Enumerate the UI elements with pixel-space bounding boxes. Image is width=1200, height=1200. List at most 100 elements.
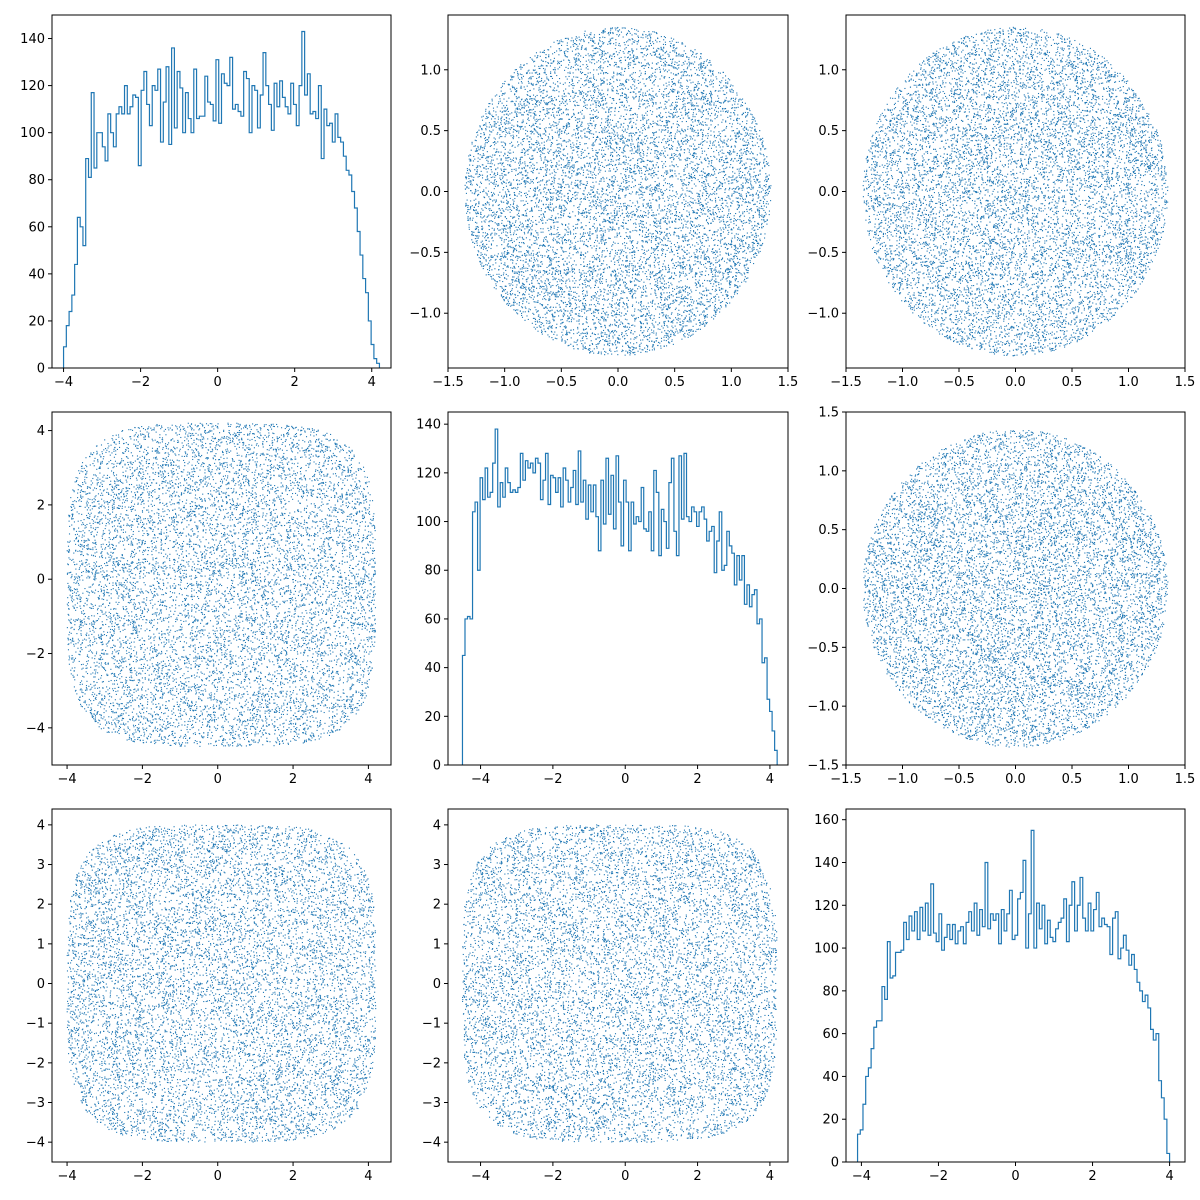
scatter-point (713, 214, 714, 215)
scatter-point (668, 200, 669, 201)
scatter-point (530, 131, 531, 132)
scatter-point (697, 171, 698, 172)
scatter-point (545, 85, 546, 86)
scatter-point (551, 144, 552, 145)
scatter-point (544, 70, 545, 71)
scatter-point (674, 221, 675, 222)
scatter-point (556, 75, 557, 76)
scatter-point (657, 338, 658, 339)
scatter-point (569, 295, 570, 296)
scatter-point (521, 105, 522, 106)
scatter-point (641, 249, 642, 250)
scatter-point (545, 211, 546, 212)
scatter-point (708, 274, 709, 275)
scatter-point (731, 139, 732, 140)
scatter-point (698, 210, 699, 211)
scatter-point (632, 325, 633, 326)
scatter-point (676, 96, 677, 97)
scatter-point (549, 169, 550, 170)
scatter-point (541, 291, 542, 292)
scatter-point (519, 246, 520, 247)
scatter-point (638, 108, 639, 109)
scatter-point (516, 98, 517, 99)
scatter-point (607, 186, 608, 187)
scatter-point (570, 288, 571, 289)
scatter-point (558, 144, 559, 145)
scatter-point (598, 164, 599, 165)
scatter-point (743, 138, 744, 139)
scatter-point (614, 303, 615, 304)
scatter-point (646, 263, 647, 264)
scatter-point (578, 55, 579, 56)
scatter-point (638, 91, 639, 92)
scatter-point (620, 198, 621, 199)
x-tick-label: 2 (291, 375, 299, 390)
scatter-point (586, 348, 587, 349)
scatter-point (664, 221, 665, 222)
scatter-point (556, 128, 557, 129)
scatter-point (524, 243, 525, 244)
scatter-point (554, 104, 555, 105)
scatter-point (600, 324, 601, 325)
scatter-point (572, 211, 573, 212)
scatter-point (739, 118, 740, 119)
scatter-point (469, 176, 470, 177)
scatter-point (635, 230, 636, 231)
scatter-point (546, 77, 547, 78)
scatter-point (698, 283, 699, 284)
scatter-point (531, 208, 532, 209)
scatter-point (612, 152, 613, 153)
scatter-point (595, 306, 596, 307)
scatter-point (645, 320, 646, 321)
scatter-point (610, 30, 611, 31)
scatter-point (573, 76, 574, 77)
axes-frame (52, 15, 391, 368)
scatter-point (674, 64, 675, 65)
scatter-point (729, 123, 730, 124)
scatter-point (678, 320, 679, 321)
scatter-point (525, 210, 526, 211)
scatter-point (680, 290, 681, 291)
scatter-point (748, 180, 749, 181)
scatter-point (534, 168, 535, 169)
scatter-point (756, 255, 757, 256)
scatter-point (735, 146, 736, 147)
scatter-point (635, 267, 636, 268)
scatter-point (630, 240, 631, 241)
scatter-point (678, 261, 679, 262)
scatter-point (600, 241, 601, 242)
scatter-point (626, 34, 627, 35)
scatter-point (747, 179, 748, 180)
scatter-point (500, 168, 501, 169)
scatter-point (506, 101, 507, 102)
scatter-point (636, 34, 637, 35)
scatter-point (535, 324, 536, 325)
scatter-point (587, 104, 588, 105)
scatter-point (752, 250, 753, 251)
scatter-point (658, 62, 659, 63)
scatter-point (599, 167, 600, 168)
scatter-point (718, 72, 719, 73)
scatter-point (679, 258, 680, 259)
scatter-point (639, 348, 640, 349)
scatter-point (653, 170, 654, 171)
scatter-point (520, 224, 521, 225)
scatter-point (561, 332, 562, 333)
scatter-point (658, 125, 659, 126)
scatter-point (531, 220, 532, 221)
scatter-point (591, 118, 592, 119)
scatter-point (609, 84, 610, 85)
scatter-point (690, 201, 691, 202)
scatter-point (547, 304, 548, 305)
scatter-point (550, 192, 551, 193)
scatter-point (530, 227, 531, 228)
scatter-point (725, 120, 726, 121)
scatter-point (580, 99, 581, 100)
scatter-point (716, 150, 717, 151)
scatter-point (560, 208, 561, 209)
scatter-point (610, 155, 611, 156)
scatter-point (671, 196, 672, 197)
scatter-point (679, 154, 680, 155)
scatter-point (602, 177, 603, 178)
scatter-point (545, 331, 546, 332)
